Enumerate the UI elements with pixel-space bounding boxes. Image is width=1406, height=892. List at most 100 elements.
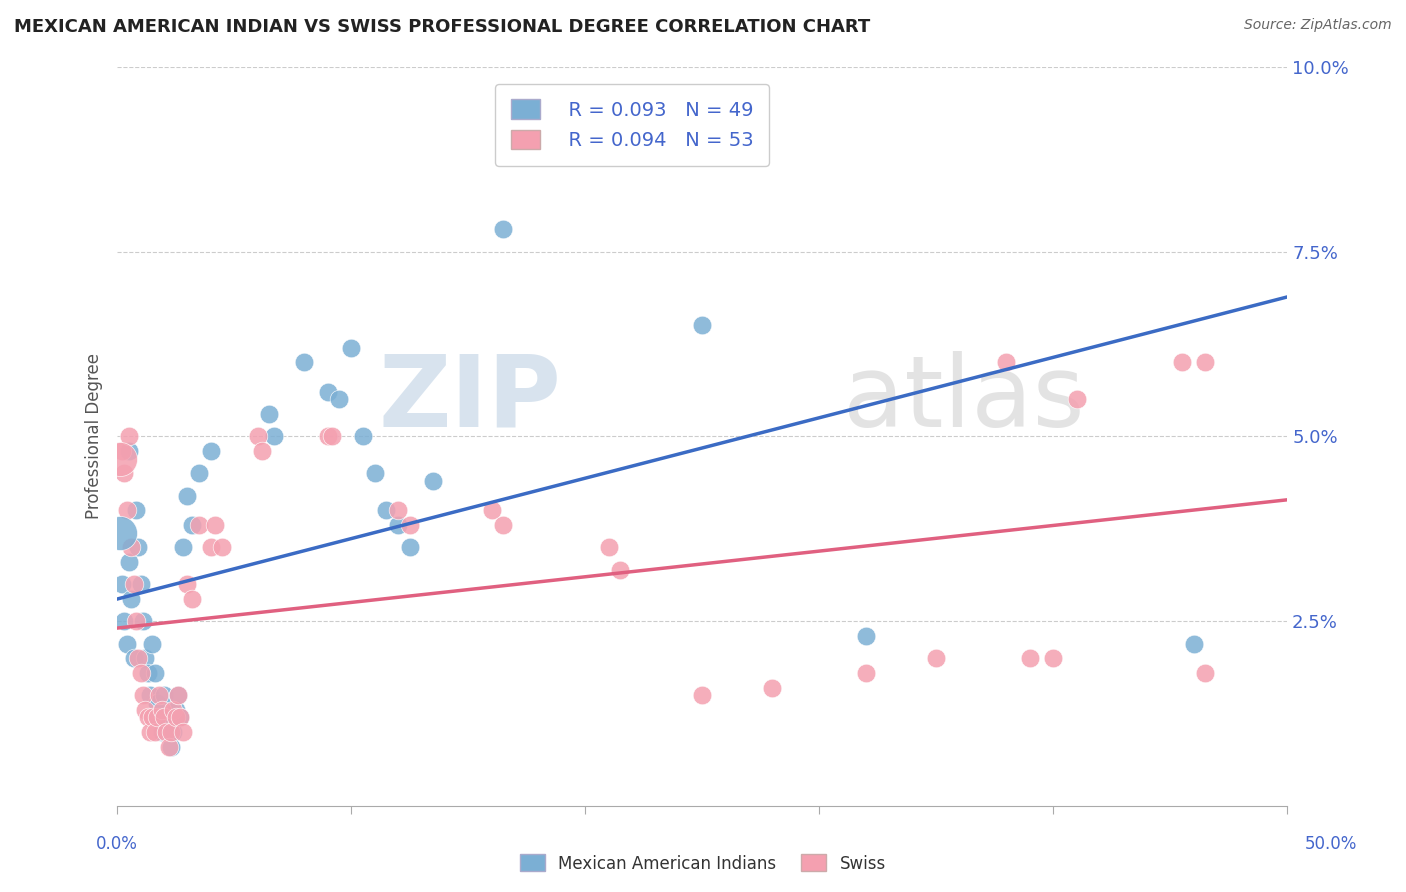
Point xyxy=(246,429,269,443)
Text: 50.0%: 50.0% xyxy=(1305,835,1357,853)
Point xyxy=(115,503,138,517)
Point xyxy=(112,467,135,481)
Point xyxy=(422,474,444,488)
Point xyxy=(165,710,187,724)
Point xyxy=(118,555,141,569)
Point xyxy=(148,710,170,724)
Point xyxy=(139,725,162,739)
Point xyxy=(633,148,655,162)
Point xyxy=(129,666,152,681)
Point xyxy=(155,725,177,739)
Point xyxy=(188,518,211,533)
Point xyxy=(1066,392,1088,407)
Point xyxy=(118,444,141,458)
Point xyxy=(134,703,156,717)
Point xyxy=(761,681,783,695)
Point xyxy=(690,318,713,333)
Point xyxy=(129,577,152,591)
Point xyxy=(162,725,184,739)
Point xyxy=(115,636,138,650)
Point xyxy=(167,688,190,702)
Point xyxy=(136,666,159,681)
Point xyxy=(690,688,713,702)
Point xyxy=(165,703,187,717)
Point xyxy=(132,615,155,629)
Y-axis label: Professional Degree: Professional Degree xyxy=(86,353,103,519)
Point xyxy=(176,489,198,503)
Point xyxy=(153,688,176,702)
Point xyxy=(340,341,363,355)
Point xyxy=(108,525,131,540)
Point xyxy=(609,563,631,577)
Point xyxy=(172,541,194,555)
Text: Source: ZipAtlas.com: Source: ZipAtlas.com xyxy=(1244,18,1392,32)
Point xyxy=(1042,651,1064,665)
Point xyxy=(160,740,183,755)
Point xyxy=(134,651,156,665)
Point xyxy=(316,385,339,400)
Legend: Mexican American Indians, Swiss: Mexican American Indians, Swiss xyxy=(513,847,893,880)
Point xyxy=(176,577,198,591)
Point xyxy=(387,503,409,517)
Point xyxy=(492,518,515,533)
Point xyxy=(172,725,194,739)
Point xyxy=(398,518,420,533)
Point xyxy=(211,541,233,555)
Point xyxy=(167,688,190,702)
Point xyxy=(127,651,149,665)
Point xyxy=(1194,355,1216,369)
Point xyxy=(146,696,169,710)
Point xyxy=(200,444,222,458)
Point xyxy=(1194,666,1216,681)
Point xyxy=(1182,636,1205,650)
Point xyxy=(143,666,166,681)
Point xyxy=(1171,355,1194,369)
Point xyxy=(125,503,148,517)
Point xyxy=(492,222,515,236)
Point xyxy=(127,541,149,555)
Point xyxy=(111,444,134,458)
Point xyxy=(188,467,211,481)
Point xyxy=(108,451,131,466)
Text: atlas: atlas xyxy=(842,351,1084,448)
Point xyxy=(995,355,1018,369)
Point xyxy=(120,541,142,555)
Point xyxy=(598,541,620,555)
Legend:   R = 0.093   N = 49,   R = 0.094   N = 53: R = 0.093 N = 49, R = 0.094 N = 53 xyxy=(495,84,769,166)
Point xyxy=(143,725,166,739)
Text: ZIP: ZIP xyxy=(380,351,562,448)
Point xyxy=(1018,651,1040,665)
Point xyxy=(157,725,180,739)
Point xyxy=(160,725,183,739)
Point xyxy=(181,518,204,533)
Point xyxy=(139,688,162,702)
Point xyxy=(292,355,315,369)
Point xyxy=(122,651,145,665)
Point xyxy=(925,651,948,665)
Point xyxy=(157,740,180,755)
Point xyxy=(363,467,385,481)
Point xyxy=(150,725,173,739)
Point xyxy=(132,688,155,702)
Text: 0.0%: 0.0% xyxy=(96,835,138,853)
Point xyxy=(328,392,350,407)
Point xyxy=(112,615,135,629)
Point xyxy=(150,703,173,717)
Point xyxy=(481,503,503,517)
Point xyxy=(122,577,145,591)
Point xyxy=(162,703,184,717)
Point xyxy=(148,688,170,702)
Point xyxy=(855,666,877,681)
Point xyxy=(387,518,409,533)
Point xyxy=(855,629,877,643)
Point xyxy=(169,710,191,724)
Point xyxy=(200,541,222,555)
Point xyxy=(252,444,274,458)
Point xyxy=(125,615,148,629)
Point xyxy=(141,710,163,724)
Point xyxy=(153,710,176,724)
Point xyxy=(120,592,142,607)
Point xyxy=(204,518,226,533)
Point xyxy=(136,710,159,724)
Point xyxy=(398,541,420,555)
